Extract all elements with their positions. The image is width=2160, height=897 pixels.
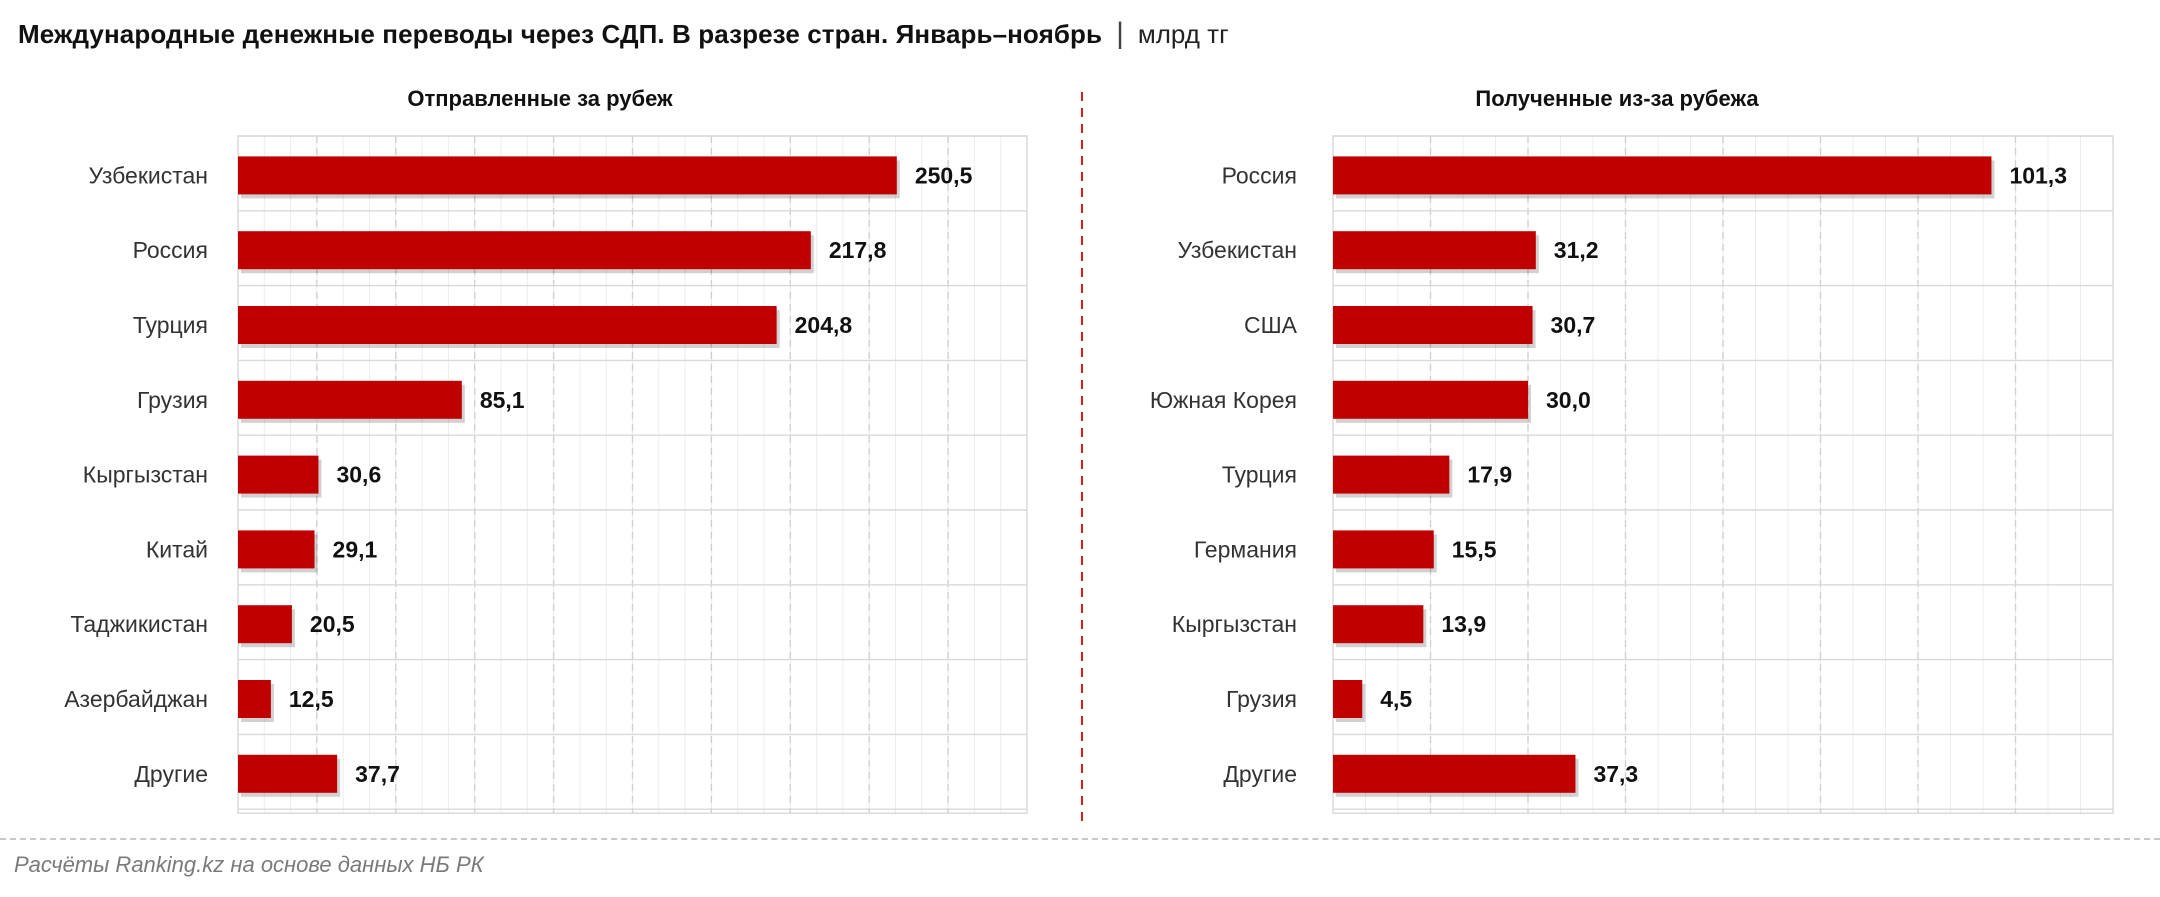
bar (1333, 306, 1533, 344)
category-label: Азербайджан (64, 686, 208, 712)
category-label: Россия (1222, 162, 1297, 188)
value-label: 30,0 (1546, 387, 1591, 413)
category-label: Турция (133, 312, 208, 338)
value-label: 30,6 (336, 462, 381, 488)
value-label: 12,5 (289, 686, 334, 712)
category-label: США (1244, 312, 1298, 338)
category-label: Другие (1223, 761, 1297, 787)
left-bar-chart: Узбекистан 250,5 Россия 217,8 Турция 204,8 Гру… (64, 135, 1028, 814)
chart-header: Международные денежные переводы через СД… (18, 14, 1229, 54)
value-label: 31,2 (1554, 237, 1599, 263)
bar (238, 530, 315, 569)
value-label: 37,3 (1593, 761, 1638, 787)
bar (238, 380, 462, 419)
value-label: 4,5 (1380, 686, 1412, 712)
category-label: Германия (1194, 536, 1297, 562)
category-label: Грузия (137, 387, 208, 413)
bar (238, 605, 292, 644)
category-label: Кыргызстан (1172, 611, 1297, 637)
left-panel-title: Отправленные за рубеж (407, 86, 673, 111)
bar (1333, 156, 1992, 195)
value-label: 30,7 (1551, 312, 1596, 338)
chart-title: Международные денежные переводы через СД… (18, 18, 1103, 49)
bar (238, 680, 271, 718)
footer-divider (0, 838, 2160, 840)
right-panel-title: Полученные из-за рубежа (1475, 86, 1759, 111)
value-label: 15,5 (1452, 536, 1497, 562)
bar (1333, 455, 1450, 494)
bar (238, 455, 319, 494)
category-label: Турция (1222, 462, 1297, 488)
category-label: Китай (146, 536, 208, 562)
unit-label: млрд тг (1137, 18, 1229, 49)
value-label: 250,5 (915, 162, 973, 188)
category-label: Узбекистан (89, 162, 209, 188)
bar (238, 231, 811, 270)
category-label: Другие (134, 761, 208, 787)
value-label: 204,8 (795, 312, 853, 338)
category-label: Южная Корея (1150, 387, 1297, 413)
value-label: 85,1 (480, 387, 525, 413)
value-label: 37,7 (355, 761, 400, 787)
value-label: 101,3 (2009, 162, 2067, 188)
bar (238, 754, 338, 793)
bar (238, 156, 897, 195)
value-label: 20,5 (310, 611, 355, 637)
bar (1333, 605, 1424, 644)
bar (1333, 380, 1528, 419)
bar (1333, 530, 1434, 569)
category-label: Таджикистан (70, 611, 208, 637)
right-bar-chart: Россия 101,3 Узбекистан 31,2 США 30,7 Южная Ко… (1150, 135, 2114, 814)
category-label: Грузия (1226, 686, 1297, 712)
category-label: Узбекистан (1178, 237, 1298, 263)
value-label: 217,8 (829, 237, 887, 263)
bar (238, 306, 777, 344)
title-separator: | (1116, 17, 1124, 50)
value-label: 13,9 (1441, 611, 1486, 637)
value-label: 29,1 (333, 536, 378, 562)
value-label: 17,9 (1467, 462, 1512, 488)
category-label: Кыргызстан (83, 462, 208, 488)
bar (1333, 754, 1576, 793)
bar (1333, 680, 1363, 718)
category-label: Россия (133, 237, 208, 263)
bar (1333, 231, 1536, 270)
source-note: Расчёты Ranking.kz на основе данных НБ Р… (14, 852, 484, 877)
